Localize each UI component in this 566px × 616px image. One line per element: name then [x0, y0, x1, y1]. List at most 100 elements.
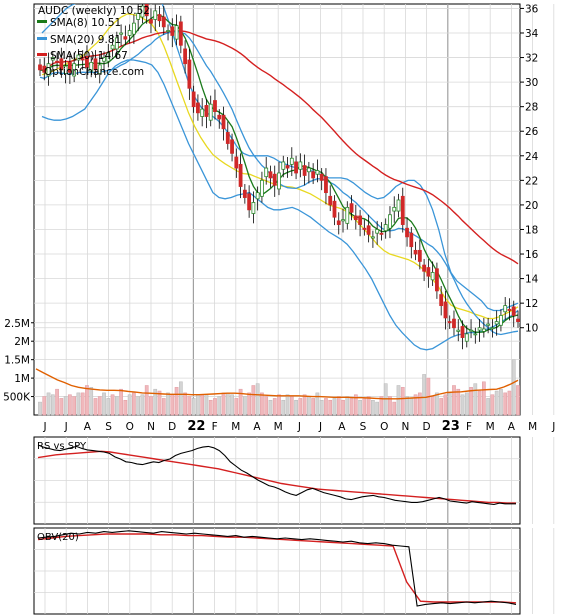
volume-bar [89, 387, 94, 416]
candle-body [494, 321, 499, 325]
rs-label: RS vs SPY [37, 441, 87, 452]
volume-bar [499, 388, 503, 416]
volume-y-tick-label: 1.5M [4, 355, 30, 367]
volume-bar [409, 398, 414, 416]
volume-bar [311, 398, 315, 416]
candle-body [251, 202, 256, 214]
x-axis-labels: JJASOND22FMAMJJASOND23FMAMJJA [42, 419, 555, 434]
obv-panel: OBV(20) [33, 527, 555, 615]
volume-bar [277, 394, 281, 416]
volume-bar [200, 394, 205, 416]
price-y-axis: 10 12 14 16 18 20 22 24 26 28 30 32 34 36 [520, 3, 539, 335]
candle-body [153, 10, 158, 20]
candle-body [127, 30, 132, 36]
candle-body [289, 157, 294, 165]
x-tick-label: M [231, 421, 240, 433]
volume-bar [38, 401, 42, 416]
volume-bar [123, 399, 128, 416]
volume-y-axis: 500K 1M 1.5M 2M 2.5M [3, 318, 34, 404]
volume-bar [149, 396, 153, 416]
volume-bar [332, 398, 337, 416]
legend-sma50: SMA(50) 14.67 [50, 50, 128, 62]
candle-body [161, 16, 166, 28]
volume-bar [358, 399, 362, 416]
volume-bar [255, 383, 260, 416]
candle-body [473, 333, 478, 336]
volume-bar [460, 394, 465, 416]
volume-bar [456, 388, 461, 416]
candle-body [140, 5, 145, 18]
candle-body [102, 57, 106, 62]
candle-body [242, 189, 247, 198]
candle-body [208, 103, 213, 121]
price-y-tick-label: 16 [525, 249, 539, 261]
volume-bar [477, 390, 482, 416]
volume-bar [217, 396, 222, 416]
volume-bar [204, 394, 209, 416]
volume-bar [400, 387, 405, 416]
volume-bar [178, 381, 183, 416]
candle-body [507, 308, 512, 311]
candle-body [464, 333, 469, 342]
price-y-tick-label: 20 [525, 200, 538, 212]
volume-bar [144, 385, 149, 416]
volume-bar [132, 392, 136, 416]
volume-bar [452, 385, 456, 416]
candle-body [230, 139, 234, 154]
x-tick-label: S [360, 421, 367, 433]
candle-body [234, 156, 239, 169]
volume-bar [349, 398, 354, 416]
volume-bar [72, 396, 76, 416]
volume-bar [161, 398, 166, 416]
candle-body [511, 306, 516, 316]
volume-bar [516, 385, 520, 416]
candle-body [42, 65, 47, 73]
x-tick-label: J [551, 421, 555, 433]
candle-body [422, 264, 427, 272]
volume-bar [166, 392, 170, 416]
x-tick-label: J [297, 421, 301, 433]
candle-body [460, 326, 465, 338]
candle-body [238, 163, 243, 187]
volume-y-tick-label: 2.5M [4, 318, 30, 330]
candle-body [435, 268, 439, 292]
candle-body [97, 64, 102, 74]
obv-series [37, 530, 517, 607]
x-tick-label: M [528, 421, 537, 433]
volume-bar [251, 385, 256, 416]
candle-body [89, 62, 94, 72]
candle-body [149, 19, 153, 24]
volume-bar [157, 390, 162, 416]
candle-body [503, 305, 508, 313]
candle-body [516, 318, 520, 322]
volume-bar [97, 396, 102, 416]
candle-body [63, 65, 68, 74]
price-y-tick-label: 30 [525, 77, 538, 89]
candle-body [204, 105, 209, 117]
legend-sma8: SMA(8) 10.51 [50, 17, 121, 29]
volume-y-tick-label: 1M [14, 373, 30, 385]
candle-body [383, 224, 388, 232]
price-grid [34, 4, 555, 415]
candle-body [324, 176, 328, 194]
x-tick-label: M [274, 421, 283, 433]
candle-body [191, 91, 196, 108]
candle-body [166, 30, 170, 32]
candle-body [110, 44, 115, 50]
volume-bar [260, 392, 264, 416]
candle-body [481, 328, 486, 332]
volume-bar [80, 392, 85, 416]
candle-body [396, 199, 401, 212]
volume-bar [153, 388, 158, 416]
candle-body [315, 170, 320, 175]
candle-body [341, 219, 345, 222]
x-tick-label: A [84, 421, 92, 433]
volume-bar [221, 392, 226, 416]
bollinger-upper [41, 4, 519, 312]
volume-bar [268, 399, 273, 416]
candle-body [469, 329, 473, 332]
volume-bar [388, 396, 392, 416]
candle-body [255, 192, 260, 200]
legend: AUDC (weekly) 10.52 SMA(8) 10.51 SMA(20)… [37, 5, 150, 78]
candle-body [114, 37, 119, 50]
